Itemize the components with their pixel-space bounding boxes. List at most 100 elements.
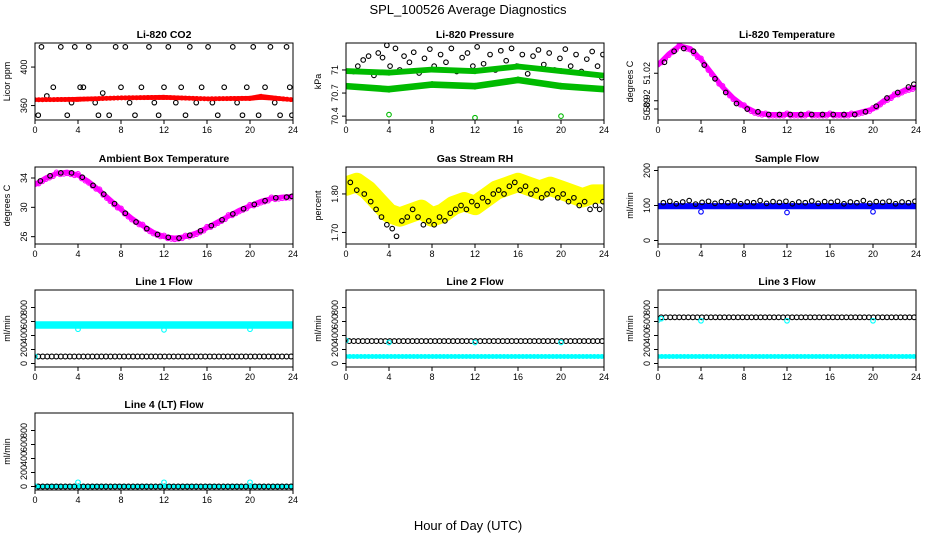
data-point — [815, 200, 822, 207]
data-point — [482, 81, 489, 88]
data-point — [262, 84, 268, 91]
data-point — [490, 194, 496, 201]
data-point — [441, 82, 447, 88]
data-point — [459, 82, 466, 89]
data-point — [377, 85, 383, 92]
data-point — [487, 51, 493, 58]
data-point — [243, 84, 250, 91]
data-point — [214, 112, 221, 119]
data-point — [254, 201, 261, 207]
data-point — [450, 197, 457, 204]
figure-title: SPL_100526 Average Diagnostics — [369, 2, 567, 17]
data-point — [251, 201, 258, 208]
x-tick-label: 24 — [599, 372, 609, 382]
data-point — [698, 208, 704, 215]
y-tick-label: 0 — [642, 361, 652, 366]
data-point — [360, 57, 367, 63]
data-point — [369, 85, 376, 91]
x-tick-label: 4 — [75, 125, 80, 135]
data-point — [61, 321, 69, 329]
data-point — [393, 233, 400, 240]
data-point — [79, 174, 86, 181]
x-tick-label: 8 — [741, 125, 746, 135]
data-point — [216, 321, 223, 329]
data-point — [452, 82, 458, 89]
data-point — [277, 112, 283, 119]
data-point — [234, 321, 242, 329]
data-band — [35, 484, 293, 489]
data-point — [264, 321, 272, 329]
x-tick-label: 0 — [655, 372, 660, 382]
data-point — [133, 321, 140, 329]
data-point — [456, 82, 462, 89]
y-tick-label: 400 — [19, 60, 29, 75]
data-point — [442, 218, 448, 224]
data-point — [262, 197, 268, 204]
x-tick-label: 20 — [868, 249, 878, 259]
data-point — [122, 43, 129, 50]
x-tick-label: 12 — [782, 372, 792, 382]
panel-9: Line 3 Flow ml/min 0 4 8 12 16 20 24 0 20040060080… — [625, 276, 921, 382]
data-point — [425, 218, 432, 224]
data-point — [690, 48, 697, 55]
data-point — [84, 321, 91, 329]
data-point — [524, 70, 531, 77]
data-point — [468, 198, 475, 205]
y-axis-label: ml/min — [2, 315, 12, 342]
x-tick-label: 4 — [386, 249, 391, 259]
data-point — [773, 112, 780, 119]
panel-8: Line 2 Flow ml/min 0 4 8 12 16 20 24 0 20040060080… — [313, 276, 609, 382]
panel-title: Li-820 CO2 — [137, 29, 192, 41]
data-point — [346, 83, 353, 90]
y-tick-label: 50.89 — [642, 98, 652, 121]
data-point — [85, 180, 92, 186]
data-point — [219, 216, 225, 223]
panel-title: Gas Stream RH — [437, 153, 513, 165]
x-tick-label: 12 — [470, 249, 480, 259]
x-tick-label: 8 — [118, 125, 123, 135]
data-point — [587, 85, 594, 92]
data-point — [899, 199, 905, 205]
data-point — [409, 206, 416, 213]
x-tick-label: 20 — [245, 372, 255, 382]
data-layer — [35, 479, 293, 490]
y-tick-label: 800 — [19, 300, 29, 315]
data-layer — [658, 197, 916, 216]
y-axis-label: percent — [313, 190, 323, 221]
data-point — [485, 198, 491, 205]
data-point — [755, 111, 762, 117]
data-point — [414, 83, 421, 89]
data-point — [283, 321, 291, 329]
data-point — [287, 321, 293, 329]
data-point — [143, 225, 150, 232]
data-point — [114, 321, 122, 329]
x-tick-label: 24 — [599, 125, 609, 135]
data-point — [463, 83, 470, 89]
data-point — [459, 54, 465, 61]
data-point — [712, 75, 718, 82]
data-point — [364, 182, 371, 189]
data-point — [384, 43, 390, 49]
data-point — [472, 197, 478, 204]
panel-5: Gas Stream RH percent 0 4 8 12 16 20 24 1.70 1.80 — [313, 153, 609, 259]
data-point — [353, 184, 360, 191]
data-point — [493, 80, 500, 86]
data-point — [365, 84, 372, 91]
panel-title: Sample Flow — [755, 153, 820, 165]
data-point — [386, 111, 392, 118]
data-point — [827, 110, 833, 117]
data-point — [512, 77, 519, 84]
data-point — [592, 202, 599, 209]
data-point — [873, 103, 880, 110]
data-point — [64, 112, 71, 119]
y-tick-label: 400 — [330, 328, 340, 343]
data-point — [407, 84, 413, 90]
y-axis-label: degrees C — [625, 60, 635, 102]
data-point — [911, 314, 916, 321]
y-tick-label: 1.80 — [330, 185, 340, 203]
data-point — [576, 84, 583, 91]
data-point — [522, 183, 529, 190]
data-point — [751, 110, 758, 116]
x-tick-label: 16 — [825, 372, 835, 382]
